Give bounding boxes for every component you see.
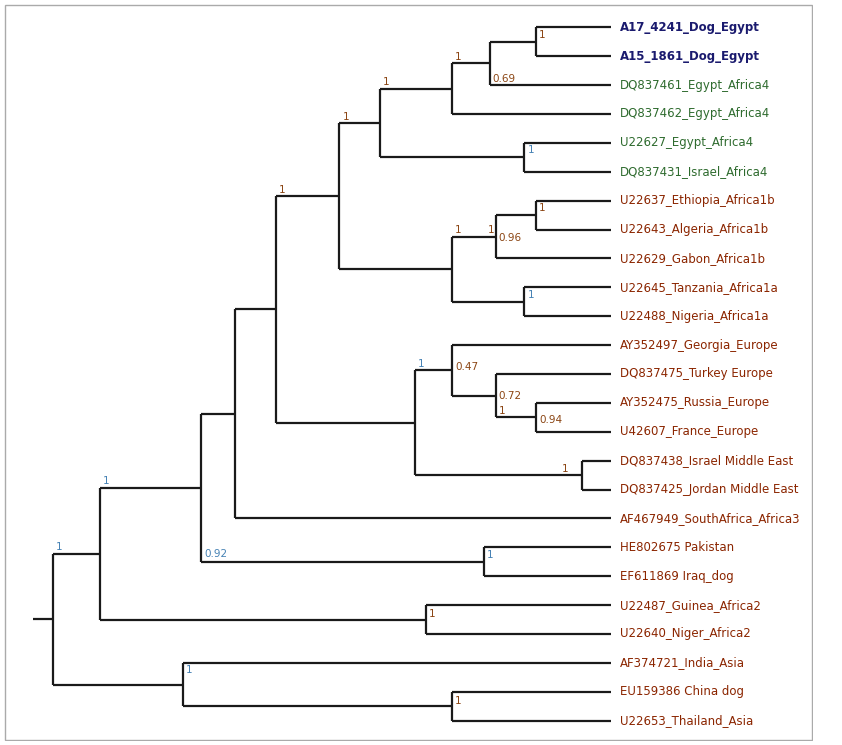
Text: 1: 1 [455,52,461,62]
Text: DQ837431_Israel_Africa4: DQ837431_Israel_Africa4 [620,165,768,178]
Text: EU159386 China dog: EU159386 China dog [620,685,743,698]
Text: 0.47: 0.47 [455,363,478,372]
Text: 1: 1 [383,77,390,87]
Text: 0.92: 0.92 [205,549,228,559]
Text: 1: 1 [186,665,193,675]
Text: U22627_Egypt_Africa4: U22627_Egypt_Africa4 [620,136,753,149]
Text: 0.69: 0.69 [493,74,516,83]
Text: AY352475_Russia_Europe: AY352475_Russia_Europe [620,396,770,409]
Text: U22643_Algeria_Africa1b: U22643_Algeria_Africa1b [620,223,768,236]
Text: 1: 1 [279,185,285,194]
Text: U22629_Gabon_Africa1b: U22629_Gabon_Africa1b [620,252,765,265]
Text: 1: 1 [527,290,534,299]
Text: 0.94: 0.94 [539,414,562,425]
Text: DQ837425_Jordan Middle East: DQ837425_Jordan Middle East [620,483,798,496]
Text: 1: 1 [562,464,568,475]
Text: U22637_Ethiopia_Africa1b: U22637_Ethiopia_Africa1b [620,194,775,207]
Text: A17_4241_Dog_Egypt: A17_4241_Dog_Egypt [620,21,759,34]
Text: 0.96: 0.96 [498,232,521,243]
Text: 1: 1 [103,476,109,486]
Text: AF467949_SouthAfrica_Africa3: AF467949_SouthAfrica_Africa3 [620,512,801,525]
Text: A15_1861_Dog_Egypt: A15_1861_Dog_Egypt [620,50,759,63]
Text: 1: 1 [455,696,461,706]
Text: AF374721_India_Asia: AF374721_India_Asia [620,656,745,669]
Text: 1: 1 [455,225,461,235]
Text: HE802675 Pakistan: HE802675 Pakistan [620,541,734,554]
Text: U22653_Thailand_Asia: U22653_Thailand_Asia [620,714,753,727]
Text: U22640_Niger_Africa2: U22640_Niger_Africa2 [620,627,750,641]
Text: DQ837475_Turkey Europe: DQ837475_Turkey Europe [620,367,773,381]
Text: 1: 1 [418,359,424,369]
Text: AY352497_Georgia_Europe: AY352497_Georgia_Europe [620,338,779,352]
Text: 1: 1 [429,609,435,619]
Text: DQ837461_Egypt_Africa4: DQ837461_Egypt_Africa4 [620,78,770,92]
Text: 1: 1 [539,30,546,39]
Text: 0.72: 0.72 [498,391,521,402]
Text: 1: 1 [488,225,494,235]
Text: U22488_Nigeria_Africa1a: U22488_Nigeria_Africa1a [620,310,768,323]
Text: EF611869 Iraq_dog: EF611869 Iraq_dog [620,570,733,583]
Text: 1: 1 [527,145,534,155]
Text: 1: 1 [539,203,546,213]
Text: 1: 1 [343,112,349,121]
Text: DQ837462_Egypt_Africa4: DQ837462_Egypt_Africa4 [620,107,770,121]
Text: U22487_Guinea_Africa2: U22487_Guinea_Africa2 [620,598,760,612]
Text: 1: 1 [487,550,493,559]
Text: 1: 1 [56,542,63,552]
Text: 1: 1 [498,406,505,416]
Text: U42607_France_Europe: U42607_France_Europe [620,425,758,438]
Text: DQ837438_Israel Middle East: DQ837438_Israel Middle East [620,454,793,467]
Text: U22645_Tanzania_Africa1a: U22645_Tanzania_Africa1a [620,281,777,294]
